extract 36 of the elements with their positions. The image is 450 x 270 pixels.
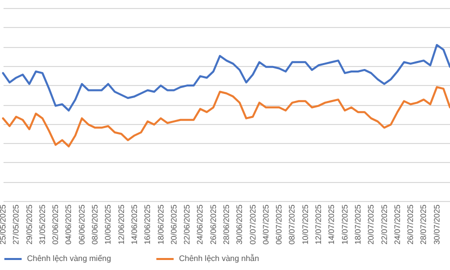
x-tick-label: 28/06/2025: [222, 204, 231, 245]
x-tick-label: 25/05/2025: [0, 204, 8, 245]
x-tick-label: 06/07/2025: [274, 204, 284, 245]
x-tick-label: 30/07/2025: [432, 204, 442, 245]
x-tick-label: 16/06/2025: [143, 204, 152, 245]
x-tick-label: 14/07/2025: [327, 204, 336, 245]
x-tick-label: 14/06/2025: [130, 204, 139, 245]
x-tick-label: 10/06/2025: [104, 204, 113, 245]
x-tick-label: 04/07/2025: [261, 204, 270, 245]
x-tick-label: 06/06/2025: [77, 204, 86, 245]
x-tick-label: 24/06/2025: [196, 204, 205, 245]
x-tick-label: 24/07/2025: [392, 204, 402, 245]
x-tick-label: 26/06/2025: [208, 204, 218, 245]
x-tick-label: 20/07/2025: [366, 204, 376, 245]
legend-label: Chênh lệch vàng nhẫn: [179, 254, 260, 263]
x-tick-label: 30/06/2025: [235, 204, 244, 245]
x-tick-label: 02/06/2025: [51, 204, 60, 245]
x-tick-label: 18/06/2025: [156, 204, 166, 245]
x-tick-label: 02/07/2025: [248, 204, 258, 245]
x-tick-label: 28/07/2025: [419, 204, 428, 245]
x-tick-label: 31/05/2025: [38, 204, 47, 245]
x-tick-label: 08/07/2025: [288, 204, 297, 245]
x-tick-label: 27/05/2025: [12, 204, 21, 245]
x-tick-label: 22/06/2025: [182, 204, 192, 245]
x-tick-label: 12/06/2025: [116, 204, 126, 245]
x-tick-label: 22/07/2025: [380, 204, 389, 245]
x-tick-label: 20/06/2025: [169, 204, 178, 245]
x-tick-label: 18/07/2025: [353, 204, 362, 245]
x-tick-label: 29/05/2025: [24, 204, 34, 245]
x-tick-label: 16/07/2025: [340, 204, 350, 245]
x-tick-label: 08/06/2025: [90, 204, 100, 245]
legend-label: Chênh lệch vàng miếng: [27, 254, 112, 263]
x-tick-label: 04/06/2025: [64, 204, 74, 245]
x-tick-label: 12/07/2025: [314, 204, 324, 245]
x-tick-label: 26/07/2025: [406, 204, 416, 245]
x-tick-label: 10/07/2025: [300, 204, 310, 245]
